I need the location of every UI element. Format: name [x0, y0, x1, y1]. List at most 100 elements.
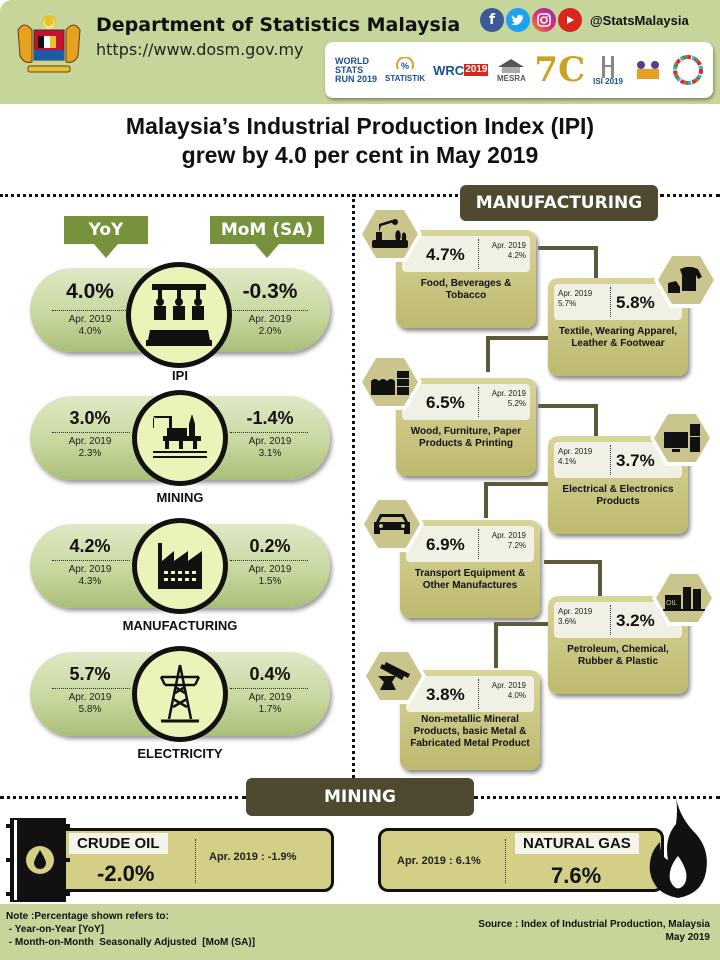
yoy-prev: Apr. 2019 2.3% [68, 436, 112, 459]
car-icon [364, 500, 420, 548]
category-name: Electrical & Electronics Products [562, 484, 674, 507]
mom-value: -1.4% [246, 408, 294, 428]
mom-prev: Apr. 2019 3.1% [248, 436, 292, 459]
mesra-logo: MESRA [496, 57, 526, 83]
connector [484, 482, 548, 518]
ekonomi-logo [631, 59, 665, 81]
mining-heading: MINING [246, 778, 474, 816]
divider [230, 310, 308, 311]
value: 5.8% [616, 293, 655, 312]
facebook-icon[interactable]: f [480, 8, 504, 32]
crude-oil-card: CRUDE OIL -2.0% Apr. 2019 : -1.9% [56, 828, 334, 892]
category-name: Food, Beverages & Tobacco [420, 278, 512, 301]
source-line-2: May 2019 [665, 932, 710, 943]
category-name: Textile, Wearing Apparel, Leather & Foot… [558, 326, 678, 349]
source-line-1: Source : Index of Industrial Production,… [478, 919, 710, 930]
prev-value: Apr. 2019 5.2% [491, 389, 526, 408]
title-line-2: grew by 4.0 per cent in May 2019 [181, 142, 539, 168]
divider-top-left [0, 194, 458, 197]
divider [610, 605, 611, 635]
connector [538, 246, 598, 280]
mom-prev: Apr. 2019 1.5% [248, 564, 292, 587]
wrc-2019-logo: WRC 2019 [433, 62, 489, 78]
prev-value: Apr. 2019 3.6% [558, 607, 593, 626]
mfg-card-metal: 3.8% Apr. 2019 4.0% Non-metallic Mineral … [400, 670, 540, 770]
footer-source: Source : Index of Industrial Production,… [478, 918, 710, 944]
instagram-icon[interactable] [532, 8, 556, 32]
value: 4.7% [426, 245, 465, 264]
divider-mining-right [474, 796, 720, 799]
divider [230, 560, 308, 561]
connector [538, 404, 598, 440]
divider [230, 688, 308, 689]
org-url-link[interactable]: https://www.dosm.gov.my [96, 40, 304, 59]
divider-mining-left [0, 796, 246, 799]
mom-prev: Apr. 2019 2.0% [248, 314, 292, 337]
svg-text:%: % [401, 61, 409, 71]
mfg-card-wood: 6.5% Apr. 2019 5.2% Wood, Furniture, Pape… [396, 378, 536, 476]
note-yoy: - Year-on-Year [YoY] [6, 924, 104, 935]
sector-label-mining: MINING [156, 490, 204, 505]
connector [486, 336, 548, 372]
divider [505, 839, 506, 883]
note-mom: - Month-on-Month Seasonally Adjusted [Mo… [6, 937, 256, 948]
world-stats-run-logo: WORLD STATS RUN 2019 [334, 55, 378, 84]
title-line-1: Malaysia’s Industrial Production Index (… [125, 113, 595, 139]
divider [610, 287, 611, 317]
oil-rig-icon [132, 390, 228, 486]
prev-value: Apr. 2019 4.2% [491, 241, 526, 260]
twitter-icon[interactable] [506, 8, 530, 32]
yoy-value: 4.0% [66, 280, 114, 303]
mfg-card-transport: 6.9% Apr. 2019 7.2% Transport Equipment &… [400, 520, 540, 618]
mom-banner: MoM (SA) [210, 216, 324, 258]
malaysia-coat-of-arms-icon [17, 15, 81, 73]
sector-label-ipi: IPI [172, 368, 188, 383]
furniture-icon [362, 358, 418, 406]
divider [52, 432, 130, 433]
divider [478, 529, 479, 559]
social-handle[interactable]: @StatsMalaysia [590, 12, 689, 28]
divider [195, 839, 196, 883]
value: 3.7% [616, 451, 655, 470]
sector-label-manufacturing: MANUFACTURING [122, 618, 238, 633]
connector [494, 622, 548, 668]
apparel-icon [658, 256, 714, 304]
factory-icon [132, 518, 228, 614]
page-title: Malaysia’s Industrial Production Index (… [0, 112, 720, 170]
prev-value: Apr. 2019 5.7% [558, 289, 593, 308]
yoy-banner: YoY [64, 216, 148, 258]
oil-barrel-icon [6, 818, 70, 902]
footer: Note :Percentage shown refers to: - Year… [0, 904, 720, 960]
prev-value: Apr. 2019 7.2% [491, 531, 526, 550]
youtube-icon[interactable] [558, 8, 582, 32]
card-values: 6.9% Apr. 2019 7.2% [406, 526, 534, 562]
divider [478, 679, 479, 709]
divider [230, 432, 308, 433]
value: 6.9% [426, 535, 465, 554]
value: 6.5% [426, 393, 465, 412]
divider [478, 239, 479, 269]
yoy-prev: Apr. 2019 4.0% [68, 314, 112, 337]
value: 3.2% [616, 611, 655, 630]
hari-statistik-logo: % STATISTIK [385, 57, 425, 83]
natural-gas-card: Apr. 2019 : 6.1% NATURAL GAS 7.6% [378, 828, 664, 892]
isi-2019-logo: ISI 2019 [593, 54, 623, 86]
food-processing-icon [362, 210, 418, 258]
electronics-icon-frame [650, 410, 714, 466]
mom-value: 0.4% [249, 664, 291, 684]
header: Department of Statistics Malaysia https:… [0, 0, 720, 104]
note-title: Note :Percentage shown refers to: [6, 911, 169, 922]
oil-barrels-icon: OIL [656, 574, 712, 622]
yoy-prev: Apr. 2019 5.8% [68, 692, 112, 715]
divider [610, 445, 611, 475]
apparel-icon-frame [654, 252, 718, 308]
divider [52, 310, 130, 311]
electronics-icon [654, 414, 710, 462]
org-name: Department of Statistics Malaysia [96, 14, 461, 36]
mom-value: 0.2% [249, 536, 291, 556]
yoy-prev: Apr. 2019 4.3% [68, 564, 112, 587]
card-values: 3.8% Apr. 2019 4.0% [406, 676, 534, 712]
mom-prev: Apr. 2019 1.7% [248, 692, 292, 715]
divider-top-right [660, 194, 720, 197]
crude-oil-prev: Apr. 2019 : -1.9% [209, 851, 297, 863]
